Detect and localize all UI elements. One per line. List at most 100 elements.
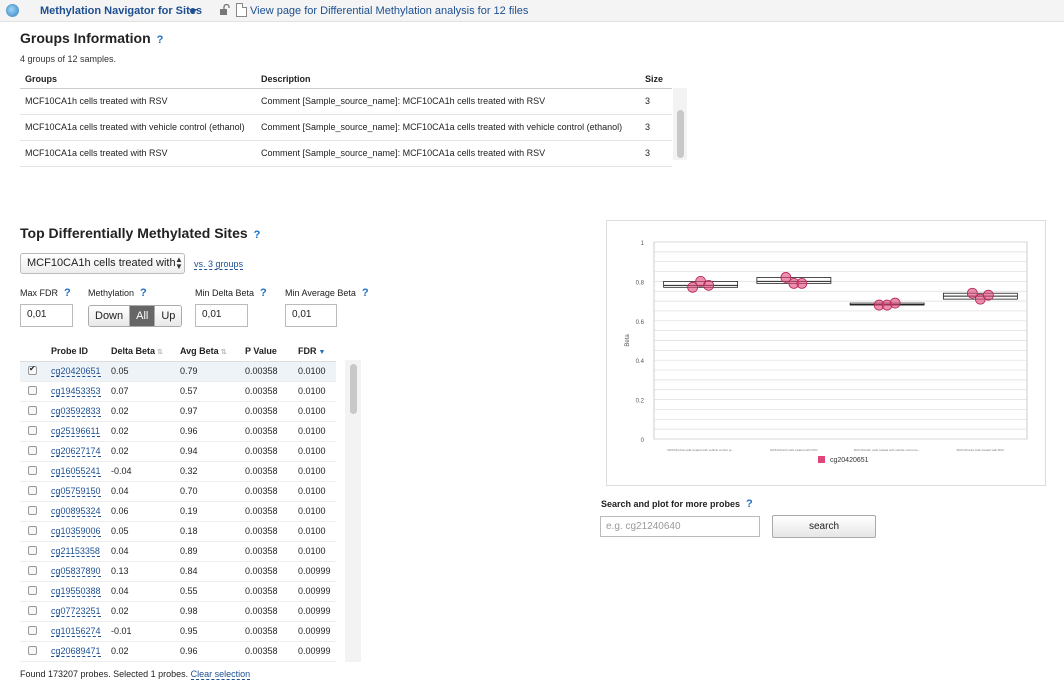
probe-checkbox[interactable] <box>28 385 37 395</box>
probe-link[interactable]: cg03592833 <box>51 406 101 417</box>
probe-row[interactable]: cg05759150 0.04 0.70 0.00358 0.0100 <box>20 481 336 502</box>
min-delta-input[interactable]: 0,01 <box>195 304 248 327</box>
probe-avg-cell: 0.98 <box>180 601 245 622</box>
probe-checkbox[interactable] <box>28 364 37 375</box>
probe-link[interactable]: cg20689471 <box>51 646 101 657</box>
probe-checkbox[interactable] <box>28 565 37 575</box>
probe-row[interactable]: cg10359006 0.05 0.18 0.00358 0.0100 <box>20 521 336 542</box>
probe-row[interactable]: cg05837890 0.13 0.84 0.00358 0.00999 <box>20 561 336 582</box>
probe-row[interactable]: cg19550388 0.04 0.55 0.00358 0.00999 <box>20 581 336 602</box>
probe-checkbox[interactable] <box>28 425 37 435</box>
select-cell <box>20 381 51 402</box>
methylation-help-icon[interactable]: ? <box>140 287 147 299</box>
probe-checkbox[interactable] <box>28 465 37 475</box>
min-delta-help-icon[interactable]: ? <box>260 287 267 299</box>
probe-row[interactable]: cg21153358 0.04 0.89 0.00358 0.0100 <box>20 541 336 562</box>
groups-help-icon[interactable]: ? <box>156 34 164 46</box>
probe-link[interactable]: cg05837890 <box>51 566 101 577</box>
probe-checkbox[interactable] <box>28 505 37 515</box>
probe-checkbox[interactable] <box>28 405 37 415</box>
probe-link[interactable]: cg00895324 <box>51 506 101 517</box>
max-fdr-help-icon[interactable]: ? <box>64 287 71 299</box>
probe-link[interactable]: cg07723251 <box>51 606 101 617</box>
probe-link[interactable]: cg20420651 <box>51 366 101 377</box>
probe-row[interactable]: cg20627174 0.02 0.94 0.00358 0.0100 <box>20 441 336 462</box>
probe-row[interactable]: cg10156274 -0.01 0.95 0.00358 0.00999 <box>20 621 336 642</box>
clear-selection-link[interactable]: Clear selection <box>190 669 251 680</box>
search-help-icon[interactable]: ? <box>746 498 753 510</box>
probe-checkbox[interactable] <box>28 585 37 595</box>
avg-col[interactable]: Avg Beta ⇅ <box>180 342 245 362</box>
probe-avg-cell: 0.94 <box>180 441 245 462</box>
probes-scrollbar[interactable] <box>345 360 361 662</box>
probe-link[interactable]: cg10359006 <box>51 526 101 537</box>
probe-checkbox[interactable] <box>28 605 37 615</box>
probe-row[interactable]: cg07723251 0.02 0.98 0.00358 0.00999 <box>20 601 336 622</box>
fdr-col[interactable]: FDR ▼ <box>298 342 336 362</box>
probe-cell: cg10359006 <box>51 521 111 542</box>
probe-checkbox[interactable] <box>28 445 37 455</box>
methylation-up-button[interactable]: Up <box>155 306 182 326</box>
methylation-down-button[interactable]: Down <box>89 306 131 326</box>
probe-p-cell: 0.00358 <box>245 601 298 622</box>
probe-link[interactable]: cg25196611 <box>51 426 100 437</box>
select-cell <box>20 501 51 522</box>
probe-checkbox[interactable] <box>28 645 37 655</box>
group-row: MCF10CA1a cells treated with RSV Comment … <box>20 140 672 167</box>
probe-avg-cell: 0.95 <box>180 621 245 642</box>
chevron-down-icon[interactable] <box>189 9 197 14</box>
sort-icon[interactable]: ⇅ <box>157 349 163 357</box>
probe-delta-cell: 0.04 <box>111 581 180 602</box>
probe-checkbox[interactable] <box>28 625 37 635</box>
probe-p-cell: 0.00358 <box>245 421 298 442</box>
delta-col[interactable]: Delta Beta ⇅ <box>111 342 180 362</box>
select-cell <box>20 441 51 462</box>
probe-col[interactable]: Probe ID <box>51 342 111 362</box>
vs-groups-link[interactable]: vs. 3 groups <box>194 259 244 270</box>
app-title-dropdown[interactable]: Methylation Navigator for Sites <box>40 5 202 17</box>
probe-search-input[interactable]: e.g. cg21240640 <box>600 516 760 537</box>
probe-checkbox[interactable] <box>28 485 37 495</box>
group-size-cell: 3 <box>640 88 672 115</box>
probe-link[interactable]: cg16055241 <box>51 466 101 477</box>
probe-p-cell: 0.00358 <box>245 561 298 582</box>
probes-scrollbar-thumb[interactable] <box>350 364 357 414</box>
probe-link[interactable]: cg21153358 <box>51 546 100 557</box>
legend-label: cg20420651 <box>830 457 869 464</box>
sites-help-icon[interactable]: ? <box>253 229 261 241</box>
min-avg-help-icon[interactable]: ? <box>361 287 369 299</box>
probe-link[interactable]: cg10156274 <box>51 626 101 637</box>
search-button[interactable]: search <box>772 515 876 538</box>
sort-desc-icon[interactable]: ▼ <box>318 349 326 357</box>
probe-row[interactable]: cg25196611 0.02 0.96 0.00358 0.0100 <box>20 421 336 442</box>
probe-p-cell: 0.00358 <box>245 461 298 482</box>
probe-avg-cell: 0.89 <box>180 541 245 562</box>
methylation-all-button[interactable]: All <box>130 306 156 326</box>
probe-cell: cg19453353 <box>51 381 111 402</box>
view-page-link[interactable]: View page for Differential Methylation a… <box>250 5 529 17</box>
beta-plot-svg: 0 0.2 0.4 0.6 0.8 1 Beta MCF10CA1a cells treate… <box>625 241 1028 464</box>
max-fdr-input[interactable]: 0,01 <box>20 304 73 327</box>
probe-row[interactable]: cg20689471 0.02 0.96 0.00358 0.00999 <box>20 641 336 662</box>
probe-checkbox[interactable] <box>28 545 37 555</box>
probe-delta-cell: 0.05 <box>111 521 180 542</box>
probe-checkbox[interactable] <box>28 525 37 535</box>
select-arrows-icon[interactable]: ▲ ▼ <box>175 255 183 271</box>
probe-link[interactable]: cg19453353 <box>51 386 101 397</box>
pvalue-col[interactable]: P Value <box>245 342 298 362</box>
group-select[interactable]: MCF10CA1h cells treated with <box>20 253 185 274</box>
min-avg-input[interactable]: 0,01 <box>285 304 337 327</box>
probe-row[interactable]: cg19453353 0.07 0.57 0.00358 0.0100 <box>20 381 336 402</box>
probe-link[interactable]: cg05759150 <box>51 486 101 497</box>
probe-row[interactable]: cg03592833 0.02 0.97 0.00358 0.0100 <box>20 401 336 422</box>
probe-link[interactable]: cg19550388 <box>51 586 101 597</box>
sort-icon[interactable]: ⇅ <box>220 349 227 357</box>
group-row: MCF10CA1a cells treated with vehicle con… <box>20 114 672 141</box>
unlock-icon[interactable] <box>219 4 231 16</box>
probe-row[interactable]: cg00895324 0.06 0.19 0.00358 0.0100 <box>20 501 336 522</box>
groups-scrollbar-thumb[interactable] <box>677 110 684 158</box>
probe-fdr-cell: 0.0100 <box>298 401 336 422</box>
probe-row[interactable]: cg16055241 -0.04 0.32 0.00358 0.0100 <box>20 461 336 482</box>
probe-link[interactable]: cg20627174 <box>51 446 101 457</box>
